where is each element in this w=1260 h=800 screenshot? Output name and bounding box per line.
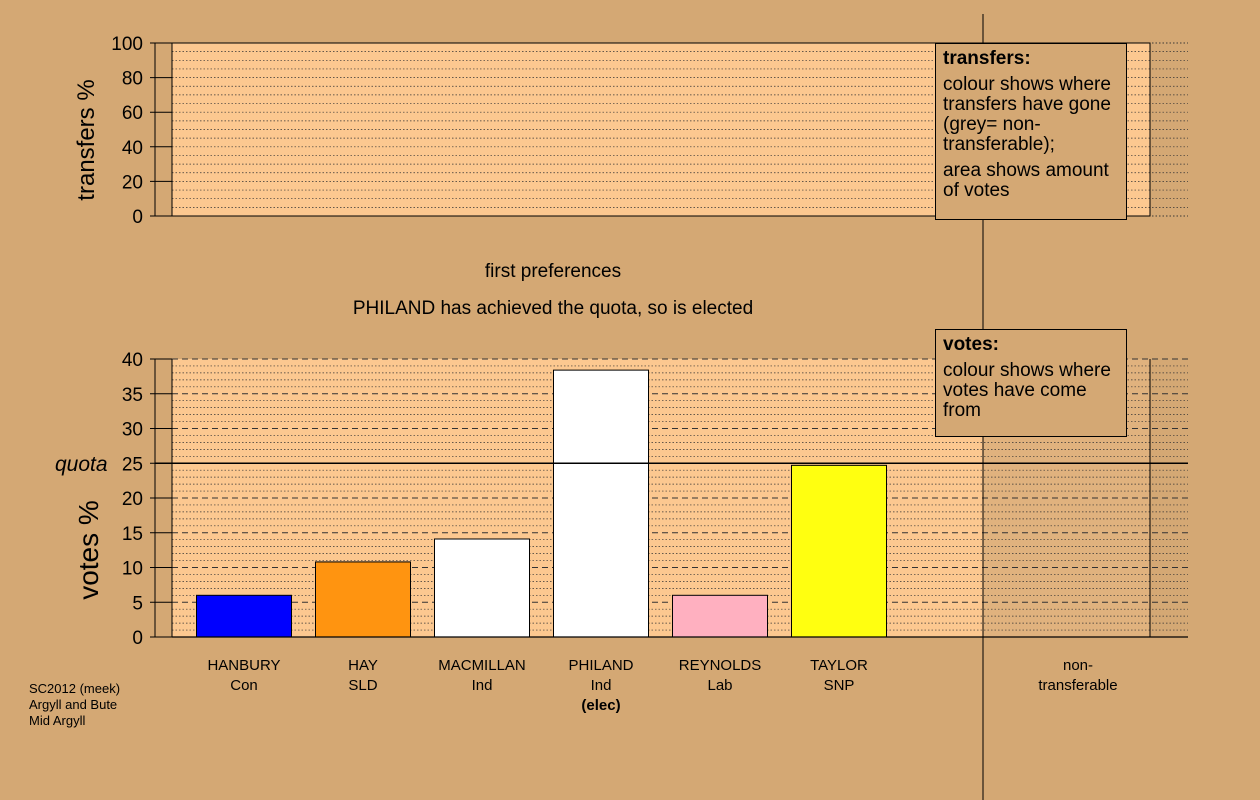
candidate-label-taylor: TAYLOR SNP [774, 656, 904, 696]
bar-taylor [791, 464, 887, 638]
transfers-legend-title: transfers: [943, 48, 1031, 69]
votes-legend-title: votes: [943, 334, 999, 355]
transfers-tick-label: 0 [132, 207, 143, 228]
bar-hay [315, 561, 411, 638]
candidate-party: Ind [471, 677, 493, 694]
candidate-name: TAYLOR [810, 657, 868, 674]
bar-macmillan [434, 538, 530, 638]
candidate-label-philand: PHILAND Ind (elec) [536, 656, 666, 716]
candidate-label-hay: HAY SLD [298, 656, 428, 696]
candidate-party: Ind [590, 677, 612, 694]
votes-tick-label: 25 [122, 454, 143, 475]
candidate-name: HAY [348, 657, 378, 674]
election-status: PHILAND has achieved the quota, so is el… [352, 298, 754, 319]
candidate-name: HANBURY [207, 657, 281, 674]
candidate-label-macmillan: MACMILLAN Ind [417, 656, 547, 696]
votes-axis-label: votes % [73, 500, 104, 600]
bar-hanbury [196, 594, 292, 638]
votes-tick-label: 40 [122, 350, 143, 371]
bar-philand [553, 369, 649, 638]
footer-ward: Mid Argyll [29, 713, 86, 728]
transfers-legend: transfers: colour shows where transfers … [935, 43, 1127, 220]
candidate-party: Con [230, 677, 258, 694]
votes-tick-label: 30 [122, 420, 143, 441]
transfers-tick-label: 60 [122, 103, 143, 124]
footer-election: SC2012 (meek) [29, 681, 121, 696]
votes-legend-text: colour shows where votes have come from [943, 360, 1111, 421]
elected-marker: (elec) [581, 697, 621, 714]
transfers-tick-label: 20 [122, 172, 143, 193]
candidate-name: REYNOLDS [678, 657, 762, 674]
candidate-name: MACMILLAN [438, 657, 526, 674]
candidate-label-hanbury: HANBURY Con [179, 656, 309, 696]
candidate-party: Lab [707, 677, 733, 694]
votes-tick-label: 15 [122, 524, 143, 545]
quota-label: quota [55, 453, 108, 476]
non-transferable-label-line: non- [1062, 657, 1094, 674]
footer: SC2012 (meek) Argyll and Bute Mid Argyll [29, 681, 120, 729]
chart-subtitle: first preferences [484, 261, 622, 282]
transfers-legend-text: colour shows where transfers have gone (… [943, 74, 1111, 155]
transfers-legend-area-text: area shows amount of votes [943, 160, 1109, 201]
transfers-tick-label: 100 [111, 34, 143, 55]
candidate-party: SNP [823, 677, 855, 694]
transfers-plot-frame [171, 42, 1151, 217]
transfers-tick-label: 40 [122, 138, 143, 159]
bar-reynolds [672, 594, 768, 638]
votes-tick-label: 20 [122, 489, 143, 510]
votes-tick-label: 0 [132, 628, 143, 649]
votes-legend: votes: colour shows where votes have com… [935, 329, 1127, 437]
votes-tick-label: 35 [122, 385, 143, 406]
candidate-label-reynolds: REYNOLDS Lab [655, 656, 785, 696]
footer-council: Argyll and Bute [29, 697, 118, 712]
candidate-name: PHILAND [568, 657, 634, 674]
transfers-tick-label: 80 [122, 69, 143, 90]
votes-tick-label: 10 [122, 559, 143, 580]
votes-tick-label: 5 [132, 593, 143, 614]
candidate-party: SLD [348, 677, 378, 694]
non-transferable-label-line: transferable [1038, 677, 1118, 694]
transfers-axis-label: transfers % [73, 79, 100, 201]
non-transferable-label: non-transferable [998, 656, 1158, 696]
